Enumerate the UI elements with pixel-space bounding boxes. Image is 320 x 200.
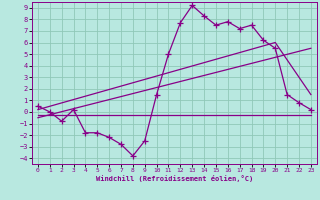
X-axis label: Windchill (Refroidissement éolien,°C): Windchill (Refroidissement éolien,°C) xyxy=(96,175,253,182)
